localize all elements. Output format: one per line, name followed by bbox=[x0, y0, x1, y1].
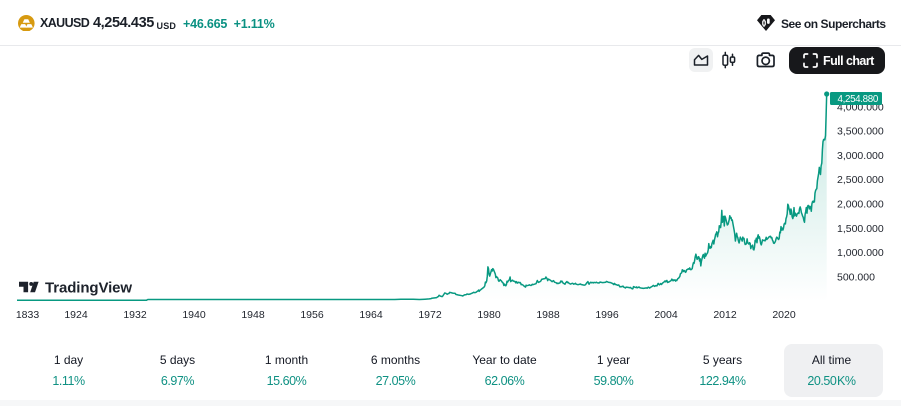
svg-text:1,000.000: 1,000.000 bbox=[837, 247, 884, 259]
svg-text:1,500.000: 1,500.000 bbox=[837, 223, 884, 235]
svg-text:2020: 2020 bbox=[772, 309, 796, 321]
svg-text:1924: 1924 bbox=[64, 309, 88, 321]
svg-text:3,000.000: 3,000.000 bbox=[837, 150, 884, 162]
svg-text:TradingView: TradingView bbox=[45, 280, 132, 297]
svg-text:1972: 1972 bbox=[418, 309, 442, 321]
svg-text:2004: 2004 bbox=[654, 309, 678, 321]
svg-text:2,000.000: 2,000.000 bbox=[837, 199, 884, 211]
svg-text:1964: 1964 bbox=[359, 309, 383, 321]
svg-text:1996: 1996 bbox=[595, 309, 619, 321]
svg-text:3,500.000: 3,500.000 bbox=[837, 126, 884, 138]
svg-text:1940: 1940 bbox=[182, 309, 206, 321]
svg-text:1980: 1980 bbox=[477, 309, 501, 321]
svg-text:2012: 2012 bbox=[713, 309, 737, 321]
svg-text:1833: 1833 bbox=[16, 309, 40, 321]
svg-text:2,500.000: 2,500.000 bbox=[837, 174, 884, 186]
svg-text:1988: 1988 bbox=[536, 309, 560, 321]
svg-text:4,254.880: 4,254.880 bbox=[838, 94, 879, 105]
svg-text:1956: 1956 bbox=[300, 309, 324, 321]
svg-text:1932: 1932 bbox=[123, 309, 147, 321]
svg-text:500.000: 500.000 bbox=[837, 271, 875, 283]
svg-text:1948: 1948 bbox=[241, 309, 265, 321]
